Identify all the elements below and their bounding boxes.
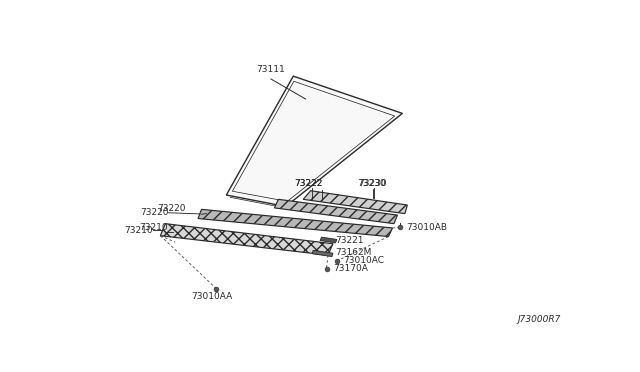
Text: 73010AC: 73010AC <box>343 256 384 265</box>
Text: 73170A: 73170A <box>333 264 368 273</box>
Text: 73010AB: 73010AB <box>406 223 447 232</box>
Text: 73222: 73222 <box>294 179 323 189</box>
Polygon shape <box>232 81 395 201</box>
Text: 73230: 73230 <box>358 179 387 188</box>
Text: 73230: 73230 <box>357 179 386 187</box>
Text: 73162M: 73162M <box>335 248 372 257</box>
Text: J73000R7: J73000R7 <box>518 315 561 324</box>
Polygon shape <box>161 224 333 255</box>
Text: 73222: 73222 <box>294 179 323 188</box>
Polygon shape <box>275 199 397 224</box>
Text: 73221: 73221 <box>335 236 364 245</box>
Text: 73220: 73220 <box>157 204 186 213</box>
Text: 73220: 73220 <box>140 208 168 217</box>
Text: 73210: 73210 <box>124 226 153 235</box>
Polygon shape <box>303 191 408 214</box>
Text: 73111: 73111 <box>257 65 285 74</box>
Polygon shape <box>227 76 403 206</box>
Polygon shape <box>320 237 337 243</box>
Text: 73010AA: 73010AA <box>191 292 232 301</box>
Polygon shape <box>198 209 392 237</box>
Polygon shape <box>312 250 333 257</box>
Text: 73210: 73210 <box>139 223 168 232</box>
